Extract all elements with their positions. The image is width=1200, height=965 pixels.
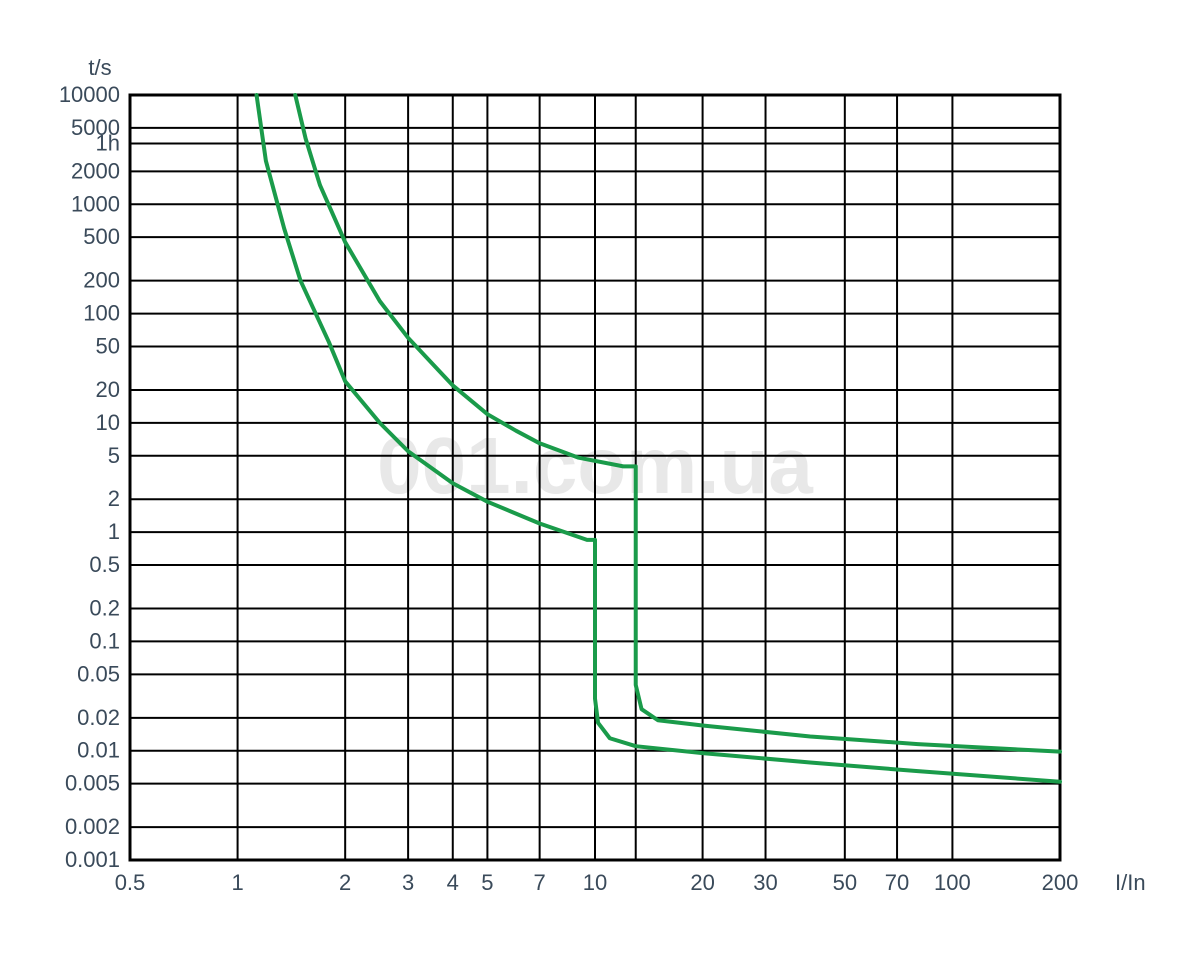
y-tick-label: 0.002 — [65, 814, 120, 839]
chart-svg: 001.com.ualower-curveupper-curve0.0010.0… — [0, 0, 1200, 960]
x-tick-label: 10 — [583, 870, 607, 895]
y-tick-label: 5 — [108, 443, 120, 468]
y-tick-label: 2000 — [71, 158, 120, 183]
x-tick-label: 5 — [481, 870, 493, 895]
x-tick-label: 1 — [231, 870, 243, 895]
y-tick-label: 10 — [96, 410, 120, 435]
x-tick-label: 0.5 — [115, 870, 146, 895]
y-tick-label: 5000 — [71, 115, 120, 140]
x-tick-label: 30 — [753, 870, 777, 895]
y-tick-label: 500 — [83, 224, 120, 249]
y-tick-label: 0.01 — [77, 738, 120, 763]
x-tick-label: 3 — [402, 870, 414, 895]
y-tick-label: 100 — [83, 301, 120, 326]
x-tick-label: 70 — [885, 870, 909, 895]
y-tick-label: 50 — [96, 333, 120, 358]
x-tick-label: 100 — [934, 870, 971, 895]
y-tick-label: 0.05 — [77, 661, 120, 686]
y-tick-label: 0.02 — [77, 705, 120, 730]
y-tick-label: 2 — [108, 486, 120, 511]
x-tick-label: 200 — [1042, 870, 1079, 895]
x-tick-label: 2 — [339, 870, 351, 895]
y-tick-label: 0.005 — [65, 771, 120, 796]
y-tick-label: 0.5 — [89, 552, 120, 577]
x-tick-label: 20 — [690, 870, 714, 895]
x-tick-label: 4 — [447, 870, 459, 895]
y-tick-label: 1000 — [71, 191, 120, 216]
y-axis-label: t/s — [88, 55, 111, 80]
y-tick-label: 200 — [83, 268, 120, 293]
y-tick-label: 1 — [108, 519, 120, 544]
y-tick-label: 10000 — [59, 82, 120, 107]
x-tick-label: 7 — [534, 870, 546, 895]
trip-curve-chart: 001.com.ualower-curveupper-curve0.0010.0… — [0, 0, 1200, 960]
y-tick-label: 0.001 — [65, 847, 120, 872]
x-axis-label: I/In — [1115, 870, 1146, 895]
y-tick-label: 0.1 — [89, 628, 120, 653]
x-tick-label: 50 — [833, 870, 857, 895]
y-tick-label: 20 — [96, 377, 120, 402]
y-tick-label: 0.2 — [89, 596, 120, 621]
